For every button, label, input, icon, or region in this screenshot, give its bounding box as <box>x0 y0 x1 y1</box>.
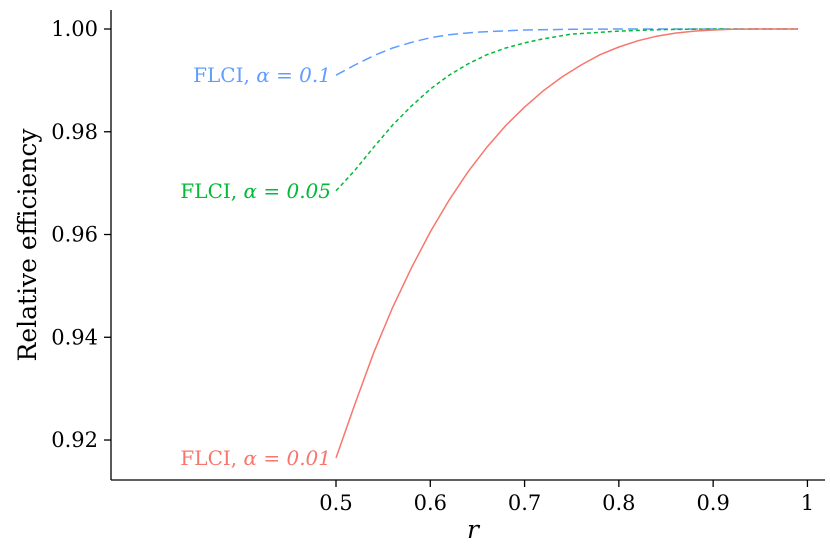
series-line-alpha-0-05 <box>335 28 798 192</box>
series-label-math: α = 0.01 <box>243 446 331 470</box>
series-label-alpha-0-01: FLCI, α = 0.01 <box>180 446 331 470</box>
y-ticks: 0.92 0.94 0.96 0.98 1.00 <box>51 17 111 452</box>
x-tick-label: 0.9 <box>696 491 729 515</box>
y-axis-title: Relative efficiency <box>13 128 42 362</box>
series-lines <box>335 28 798 459</box>
series-label-prefix: FLCI, <box>180 179 243 203</box>
x-tick-label: 0.8 <box>602 491 635 515</box>
x-tick-label: 0.7 <box>508 491 541 515</box>
y-tick-label: 0.96 <box>51 223 98 247</box>
x-axis-title: r <box>467 515 481 544</box>
y-tick-label: 0.98 <box>51 120 98 144</box>
y-tick-label: 0.92 <box>51 428 98 452</box>
x-tick-label: 1 <box>801 491 814 515</box>
x-ticks: 0.5 0.6 0.7 0.8 0.9 1 <box>319 480 814 515</box>
y-tick-label: 1.00 <box>51 17 98 41</box>
series-label-alpha-0-1: FLCI, α = 0.1 <box>193 63 331 87</box>
series-label-prefix: FLCI, <box>180 446 243 470</box>
series-label-prefix: FLCI, <box>193 63 256 87</box>
series-line-alpha-0-01 <box>335 28 798 459</box>
series-label-math: α = 0.05 <box>243 179 331 203</box>
axes <box>110 10 825 481</box>
series-line-alpha-0-1 <box>335 28 798 76</box>
x-tick-label: 0.5 <box>319 491 352 515</box>
series-label-math: α = 0.1 <box>256 63 331 87</box>
y-tick-label: 0.94 <box>51 325 98 349</box>
series-label-alpha-0-05: FLCI, α = 0.05 <box>180 179 331 203</box>
x-tick-label: 0.6 <box>414 491 447 515</box>
